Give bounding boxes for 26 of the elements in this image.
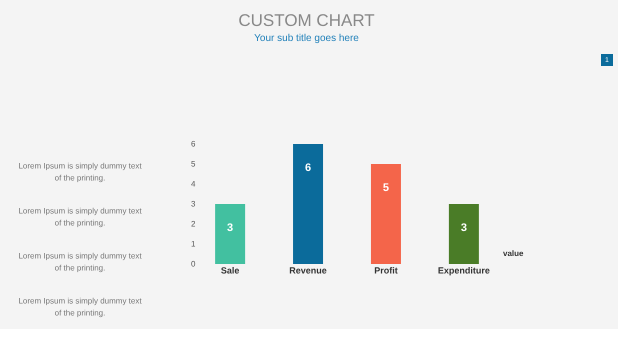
y-tick-label: 5 bbox=[191, 160, 196, 168]
data-label: 3 bbox=[460, 222, 467, 234]
y-tick-label: 3 bbox=[191, 200, 196, 208]
bar bbox=[293, 144, 324, 264]
x-tick-label: Sale bbox=[220, 266, 240, 276]
y-tick-label: 2 bbox=[191, 220, 196, 228]
bar bbox=[448, 204, 479, 264]
x-tick-label: Profit bbox=[374, 266, 398, 276]
text: Lorem Ipsum is simply dummy text of the printing. bbox=[18, 162, 142, 182]
x-tick-label: Revenue bbox=[289, 266, 327, 276]
bar bbox=[370, 164, 401, 264]
y-tick-label: 4 bbox=[191, 180, 196, 188]
bar bbox=[215, 204, 246, 264]
text: value bbox=[503, 249, 524, 258]
x-tick-label: Expenditure bbox=[438, 266, 490, 276]
chart-title: CUSTOM CHART bbox=[238, 11, 375, 30]
text: Lorem Ipsum is simply dummy text of the printing. bbox=[18, 296, 142, 318]
text: Lorem Ipsum is simply dummy text of the printing. bbox=[18, 252, 142, 272]
data-label: 3 bbox=[227, 222, 234, 234]
y-tick-label: 1 bbox=[191, 240, 196, 248]
y-tick-label: 6 bbox=[191, 140, 196, 148]
y-tick-label: 0 bbox=[191, 260, 196, 268]
data-label: 5 bbox=[382, 182, 390, 194]
data-label: 6 bbox=[304, 162, 312, 174]
text: Lorem Ipsum is simply dummy text of the printing. bbox=[18, 206, 142, 228]
chart-subtitle: Your sub title goes here bbox=[254, 33, 360, 44]
